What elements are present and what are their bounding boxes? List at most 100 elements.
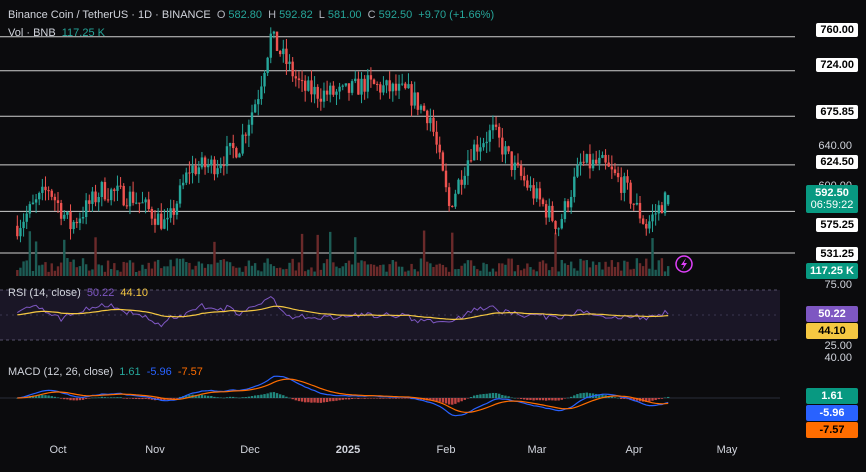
- candle-body: [300, 80, 304, 82]
- candle-body: [400, 83, 404, 85]
- candle-body: [438, 144, 441, 153]
- volume-bar: [588, 267, 592, 276]
- candle-body: [257, 99, 260, 105]
- candle-body: [613, 169, 617, 174]
- candle-body: [604, 154, 607, 163]
- volume-bar: [191, 269, 194, 276]
- volume-bar: [325, 259, 329, 276]
- candle-body: [620, 177, 623, 193]
- time-axis-label: Mar: [527, 444, 547, 456]
- macd-hist-bar: [303, 398, 307, 403]
- candle-body: [44, 186, 47, 191]
- candle-body: [25, 213, 28, 222]
- change-value: +9.70 (+1.66%): [418, 9, 495, 21]
- volume-bar: [138, 270, 141, 276]
- volume-bar: [47, 271, 50, 276]
- macd-hist-bar: [235, 397, 238, 398]
- candle-body: [651, 214, 654, 222]
- macd-hist-bar: [369, 398, 373, 399]
- macd-hist-bar: [504, 395, 507, 398]
- lightning-icon[interactable]: [675, 255, 693, 273]
- candle-body: [228, 142, 232, 147]
- macd-hist-bar: [275, 393, 279, 398]
- macd-hist-bar: [313, 398, 316, 403]
- macd-hist-bar: [285, 396, 288, 398]
- volume-bar: [523, 268, 526, 276]
- macd-hist-bar: [482, 393, 485, 398]
- volume-bar: [175, 258, 179, 276]
- candle-body: [375, 83, 379, 85]
- candle-body: [34, 199, 38, 203]
- rsi-value: 50.22: [86, 287, 115, 299]
- candle-body: [432, 117, 435, 132]
- macd-hist-bar: [138, 398, 141, 400]
- macd-hist-bar: [385, 398, 388, 399]
- candle-body: [144, 199, 147, 203]
- candle-body: [160, 213, 163, 229]
- candle-body: [88, 200, 91, 204]
- macd-hist-bar: [651, 398, 654, 401]
- volume-bar: [585, 260, 589, 276]
- candle-body: [513, 162, 517, 171]
- candle-body: [216, 168, 219, 175]
- candle-body: [125, 205, 129, 207]
- volume-bar: [169, 259, 172, 276]
- macd-hist-bar: [197, 395, 201, 398]
- macd-hist-bar: [535, 398, 538, 401]
- volume-bar: [153, 261, 157, 276]
- candle-body: [469, 160, 473, 162]
- macd-hist-bar: [241, 397, 244, 398]
- candle-body: [250, 112, 254, 125]
- volume-bar: [391, 259, 395, 276]
- candle-body: [535, 188, 538, 199]
- candle-body: [526, 180, 529, 188]
- symbol-title[interactable]: Binance Coin / TetherUS · 1D · BINANCE: [8, 9, 211, 21]
- volume-bar: [438, 263, 441, 276]
- macd-hist-bar: [566, 397, 570, 399]
- candle-body: [156, 213, 160, 225]
- candle-body: [460, 179, 463, 185]
- macd-hist-bar: [654, 398, 657, 401]
- time-axis-label: Oct: [49, 444, 67, 456]
- volume-bar: [84, 264, 88, 276]
- macd-hist-bar: [460, 398, 463, 402]
- macd-hist-bar: [266, 393, 269, 398]
- volume-bar: [666, 266, 670, 276]
- candle-body: [579, 161, 582, 166]
- macd-hist-value: 1.61: [119, 366, 141, 378]
- volume-bar: [97, 264, 100, 276]
- macd-label[interactable]: MACD (12, 26, close): [8, 366, 114, 378]
- volume-bar: [360, 260, 363, 276]
- macd-hist-bar: [332, 398, 335, 402]
- macd-hist-bar: [109, 397, 113, 398]
- candle-body: [175, 203, 179, 215]
- candle-body: [275, 31, 279, 51]
- volume-bar: [591, 261, 595, 276]
- candle-body: [81, 216, 85, 219]
- volume-bar: [160, 268, 163, 276]
- candle-body: [138, 202, 141, 204]
- macd-hist-bar: [116, 397, 119, 398]
- macd-hist-bar: [666, 396, 670, 398]
- volume-bar: [485, 264, 488, 276]
- macd-hist-bar: [407, 398, 410, 399]
- volume-bar: [657, 260, 660, 276]
- rsi-label[interactable]: RSI (14, close): [8, 287, 81, 299]
- macd-value: -5.96: [146, 366, 172, 378]
- macd-signal-value: -7.57: [177, 366, 203, 378]
- candlesticks: [16, 27, 670, 243]
- volume-bar: [125, 262, 129, 276]
- macd-hist-bar: [316, 398, 319, 403]
- volume-bar: [541, 260, 545, 276]
- volume-bar: [278, 267, 282, 276]
- macd-hist-bar: [272, 392, 276, 398]
- candle-body: [106, 199, 110, 201]
- volume-bar: [347, 260, 351, 276]
- volume-tag: 117.25 K: [805, 263, 858, 279]
- candle-body: [645, 223, 648, 229]
- volume-bar: [641, 266, 645, 276]
- volume-bar: [476, 269, 479, 276]
- volume-bar: [526, 263, 529, 276]
